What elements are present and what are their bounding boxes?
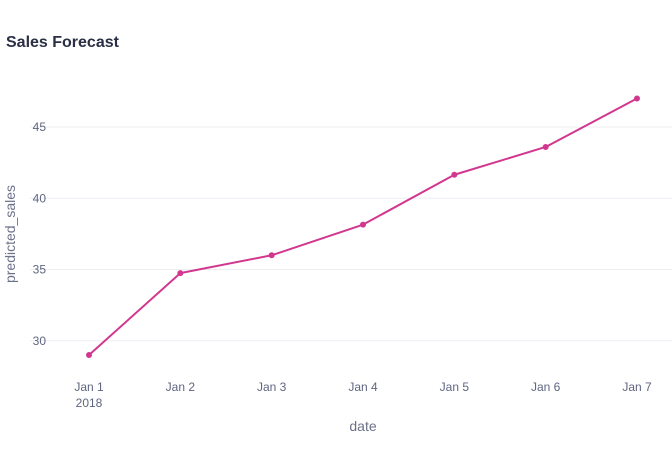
series-points bbox=[86, 96, 640, 359]
x-axis-title: date bbox=[349, 418, 376, 434]
data-point bbox=[86, 352, 92, 358]
grid-lines bbox=[30, 127, 672, 341]
y-axis-ticks: 30 35 40 45 bbox=[33, 120, 47, 348]
x-tick-label: Jan 1 bbox=[74, 380, 104, 394]
data-point bbox=[177, 270, 183, 276]
x-tick-label: Jan 6 bbox=[531, 380, 561, 394]
x-tick-label: Jan 3 bbox=[257, 380, 287, 394]
data-point bbox=[543, 144, 549, 150]
data-point bbox=[634, 96, 640, 102]
x-tick-year-label: 2018 bbox=[76, 396, 103, 410]
y-axis-title: predicted_sales bbox=[2, 185, 18, 283]
x-tick-label: Jan 5 bbox=[440, 380, 470, 394]
x-tick-label: Jan 7 bbox=[622, 380, 652, 394]
data-point bbox=[451, 172, 457, 178]
y-tick-label: 30 bbox=[33, 334, 47, 348]
data-point bbox=[360, 222, 366, 228]
y-tick-label: 35 bbox=[33, 263, 47, 277]
x-tick-label: Jan 4 bbox=[348, 380, 378, 394]
y-tick-label: 45 bbox=[33, 120, 47, 134]
x-axis-ticks: Jan 1 Jan 2 Jan 3 Jan 4 Jan 5 Jan 6 Jan 7 2018 bbox=[74, 380, 652, 410]
y-tick-label: 40 bbox=[33, 191, 47, 205]
x-tick-label: Jan 2 bbox=[166, 380, 196, 394]
data-point bbox=[269, 252, 275, 258]
